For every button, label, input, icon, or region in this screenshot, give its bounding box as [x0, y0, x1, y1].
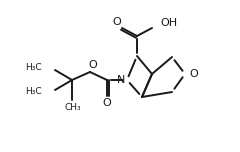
Text: H₃C: H₃C	[25, 64, 42, 73]
Text: O: O	[103, 98, 111, 108]
Text: N: N	[117, 75, 125, 85]
Text: OH: OH	[160, 18, 177, 28]
Text: O: O	[113, 17, 121, 27]
Text: O: O	[190, 69, 198, 79]
Text: O: O	[89, 60, 97, 70]
Text: H₃C: H₃C	[25, 88, 42, 97]
Text: CH₃: CH₃	[65, 104, 81, 112]
